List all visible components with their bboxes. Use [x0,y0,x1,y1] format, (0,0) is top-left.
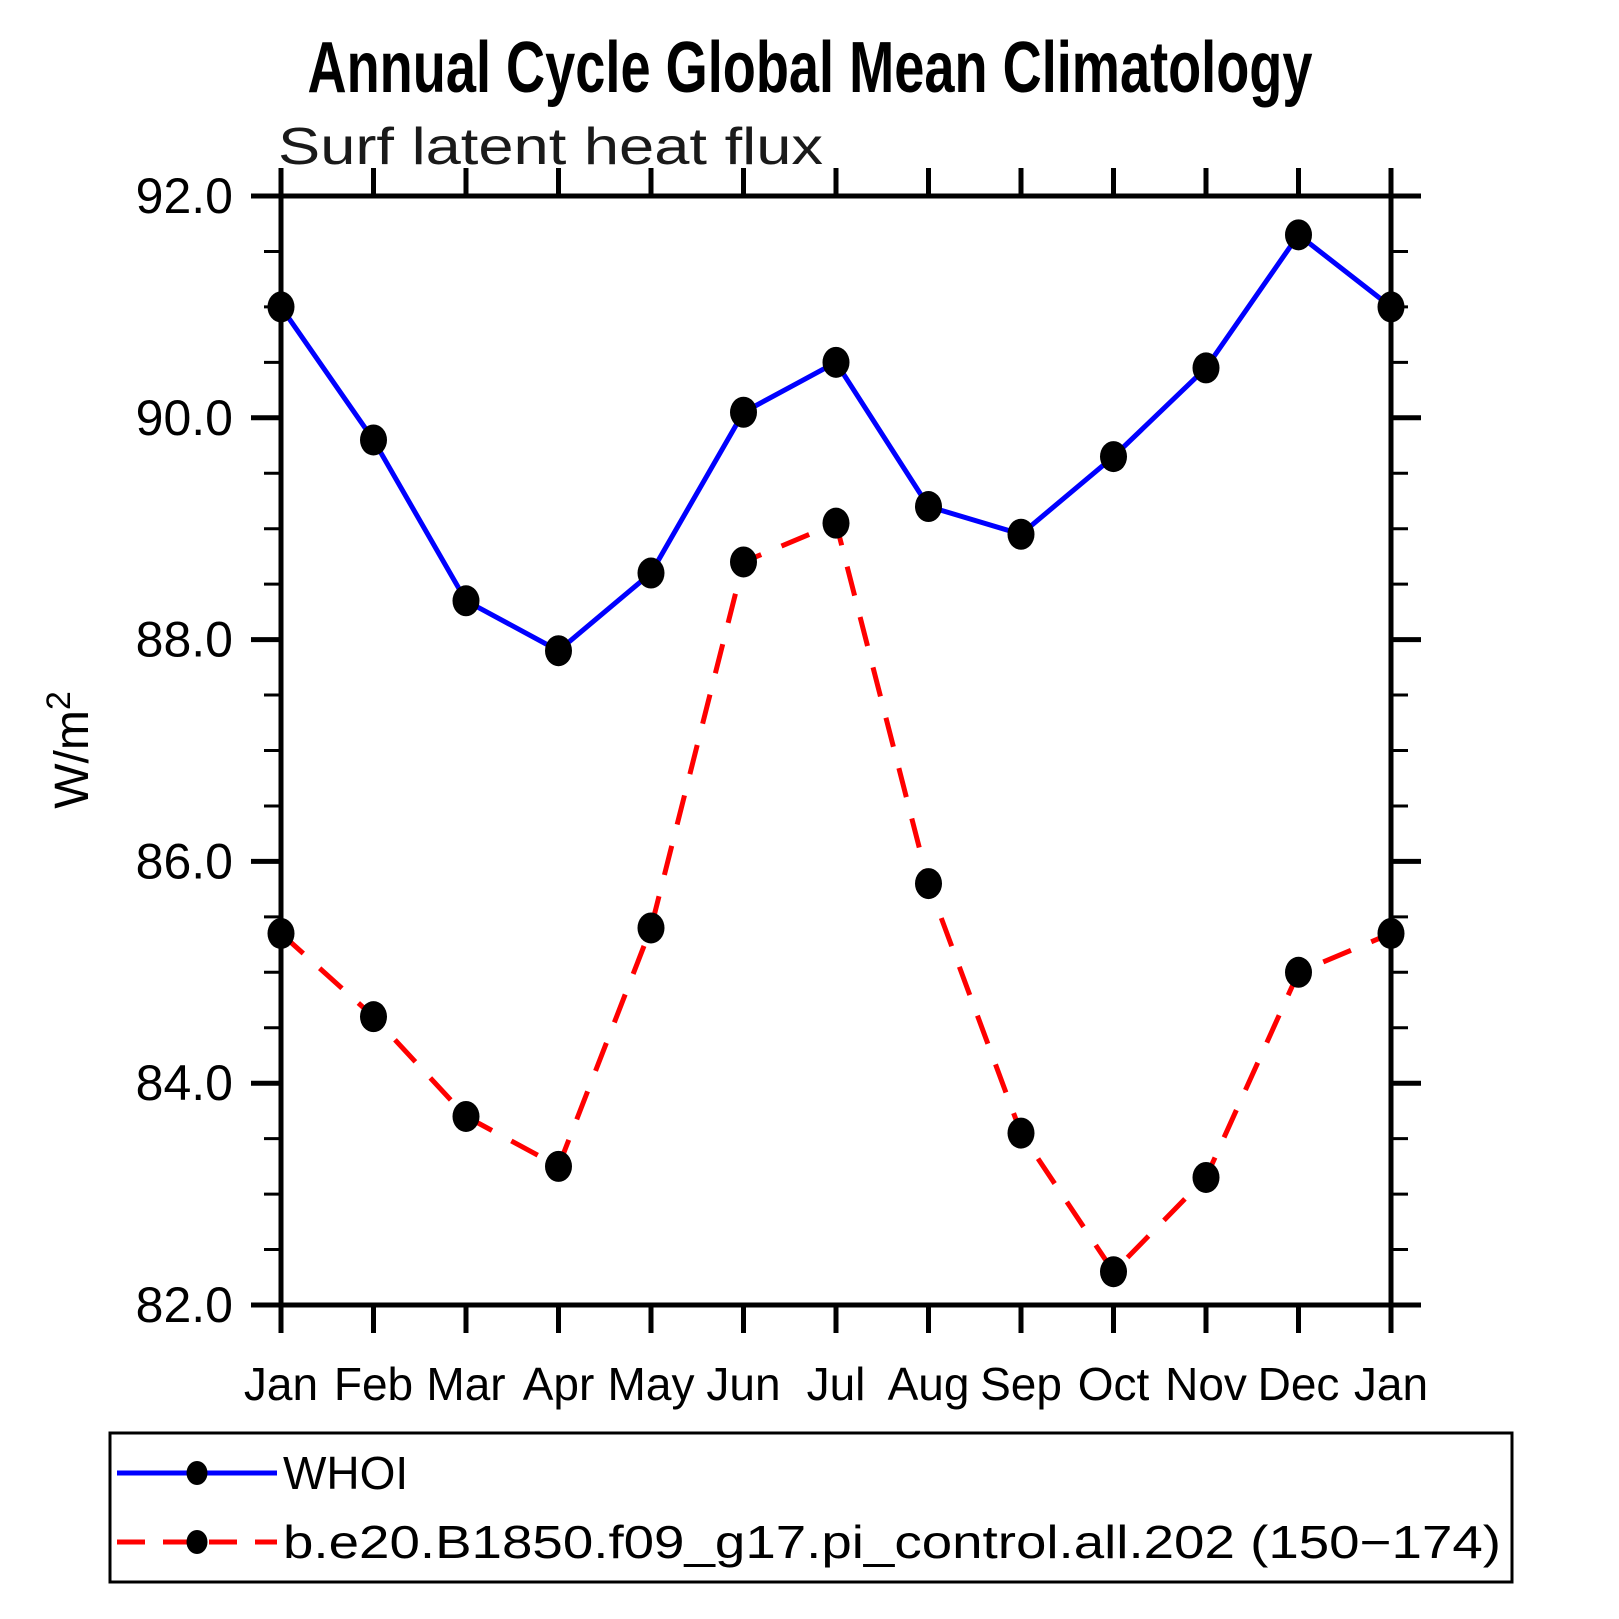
legend-item-model: b.e20.B1850.f09_g17.pi_control.all.202 (… [117,1516,1501,1568]
y-tick-label: 90.0 [136,390,233,446]
y-axis-label: W/m2 [40,691,99,809]
data-point-marker [1100,441,1127,473]
legend-label-model: b.e20.B1850.f09_g17.pi_control.all.202 (… [283,1516,1501,1568]
data-point-marker [267,291,295,323]
x-tick-label: Mar [426,1358,505,1410]
data-point-marker [452,585,480,617]
x-tick-label: Jan [244,1358,318,1410]
data-point-marker [1285,219,1312,251]
data-point-marker [730,546,757,578]
data-point-marker [822,346,850,378]
data-point-marker [822,507,850,539]
y-tick-label: 84.0 [136,1055,233,1111]
data-point-marker [1192,352,1220,384]
data-point-marker [1007,518,1035,550]
data-point-marker [915,491,942,523]
data-point-marker [1100,1256,1127,1288]
data-point-marker [915,868,942,900]
data-point-marker [1377,291,1405,323]
x-tick-label: May [608,1358,695,1410]
x-tick-label: Sep [980,1358,1062,1410]
data-point-marker [730,396,757,428]
data-point-marker [1192,1161,1220,1193]
data-point-marker [545,1150,572,1182]
data-point-marker [360,424,387,456]
legend-marker-dot [186,1461,208,1485]
x-tick-label: Aug [888,1358,970,1410]
x-tick-label: Jul [807,1358,866,1410]
legend-item-whoi: WHOI [117,1447,408,1499]
x-tick-label: Jan [1354,1358,1428,1410]
data-point-marker [267,917,295,949]
data-point-marker [637,912,665,944]
series-line-0 [278,231,1393,654]
y-tick-label: 92.0 [136,168,233,224]
y-tick-label: 88.0 [136,612,233,668]
x-tick-label: Dec [1258,1358,1340,1410]
chart-subtitle: Surf latent heat flux [278,118,823,176]
data-point-marker [360,1001,387,1033]
series-line-1 [279,519,1392,1276]
data-point-marker [1285,956,1312,988]
data-point-marker [452,1100,480,1132]
data-point-marker [1007,1117,1035,1149]
x-tick-label: Apr [523,1358,595,1410]
y-tick-label: 82.0 [136,1277,233,1333]
legend-label-whoi: WHOI [283,1447,408,1499]
y-tick-label: 86.0 [136,833,233,889]
x-tick-label: Oct [1078,1358,1150,1410]
x-tick-label: Jun [706,1358,780,1410]
x-tick-label: Feb [334,1358,413,1410]
data-point-marker [545,635,572,667]
legend-box [108,1431,1514,1584]
x-tick-label: Nov [1165,1358,1247,1410]
legend-marker-dot [186,1530,208,1554]
chart-title: Annual Cycle Global Mean Climatology [308,28,1313,108]
data-point-marker [637,557,665,589]
data-point-marker [1377,917,1405,949]
legend: WHOI b.e20.B1850.f09_g17.pi_control.all.… [108,1431,1514,1584]
